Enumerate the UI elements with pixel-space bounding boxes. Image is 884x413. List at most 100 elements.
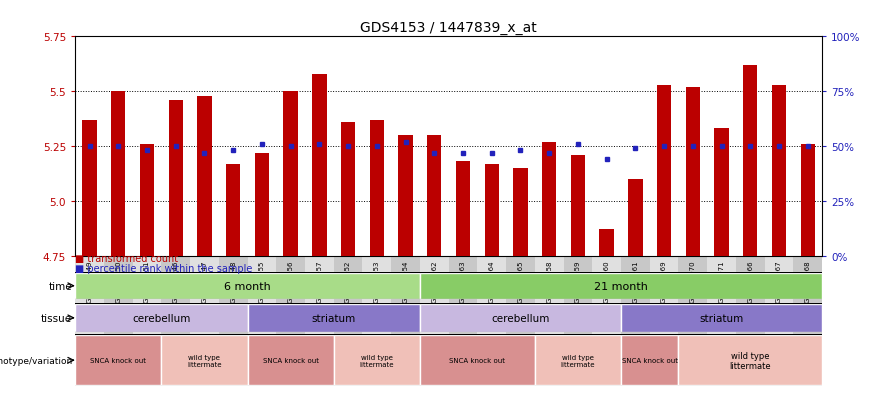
Text: ■ transformed count: ■ transformed count xyxy=(75,254,179,263)
Text: SNCA knock out: SNCA knock out xyxy=(263,357,318,363)
Bar xyxy=(312,74,326,256)
Text: GSM487060: GSM487060 xyxy=(604,260,610,303)
Bar xyxy=(133,256,161,339)
Text: GSM487064: GSM487064 xyxy=(489,260,495,303)
Bar xyxy=(190,256,219,339)
Bar xyxy=(535,335,621,385)
Bar xyxy=(420,256,449,339)
Bar xyxy=(305,256,334,339)
Bar xyxy=(219,256,248,339)
Text: GSM487046: GSM487046 xyxy=(172,260,179,303)
Text: GSM487052: GSM487052 xyxy=(345,260,351,302)
Text: tissue: tissue xyxy=(42,313,72,323)
Text: GSM487068: GSM487068 xyxy=(804,260,811,303)
Text: GSM487067: GSM487067 xyxy=(776,260,782,303)
Bar xyxy=(514,169,528,256)
Bar xyxy=(535,256,564,339)
Bar xyxy=(571,155,585,256)
Bar xyxy=(477,256,507,339)
Bar xyxy=(765,256,794,339)
Bar xyxy=(197,96,211,256)
Text: GDS4153 / 1447839_x_at: GDS4153 / 1447839_x_at xyxy=(361,21,537,35)
Text: cerebellum: cerebellum xyxy=(132,313,191,323)
Text: GSM487066: GSM487066 xyxy=(747,260,753,303)
Bar xyxy=(456,162,470,256)
Text: wild type
littermate: wild type littermate xyxy=(360,354,394,367)
Text: GSM487071: GSM487071 xyxy=(719,260,725,303)
Bar xyxy=(284,92,298,256)
Text: striatum: striatum xyxy=(699,313,743,323)
Text: GSM487049: GSM487049 xyxy=(87,260,93,303)
Bar xyxy=(334,335,420,385)
Bar xyxy=(801,145,815,256)
Text: GSM487048: GSM487048 xyxy=(230,260,236,303)
Bar xyxy=(599,230,613,256)
Bar xyxy=(772,85,786,256)
Bar xyxy=(162,256,190,339)
Text: wild type
littermate: wild type littermate xyxy=(729,351,771,370)
Bar xyxy=(248,304,420,332)
Bar xyxy=(82,120,96,256)
Text: wild type
littermate: wild type littermate xyxy=(560,354,595,367)
Text: GSM487050: GSM487050 xyxy=(115,260,121,303)
Bar xyxy=(449,256,477,339)
Bar xyxy=(255,153,269,256)
Text: GSM487058: GSM487058 xyxy=(546,260,552,303)
Text: GSM487065: GSM487065 xyxy=(517,260,523,303)
Bar xyxy=(484,164,499,256)
Text: GSM487069: GSM487069 xyxy=(661,260,667,303)
Bar xyxy=(370,120,384,256)
Text: wild type
littermate: wild type littermate xyxy=(187,354,222,367)
Bar xyxy=(736,256,765,339)
Text: GSM487063: GSM487063 xyxy=(460,260,466,303)
Bar xyxy=(111,92,126,256)
Bar xyxy=(707,256,736,339)
Text: GSM487051: GSM487051 xyxy=(144,260,150,303)
Text: time: time xyxy=(49,281,72,291)
Text: GSM487056: GSM487056 xyxy=(287,260,293,303)
Bar xyxy=(277,256,305,339)
Text: GSM487070: GSM487070 xyxy=(690,260,696,303)
Text: genotype/variation: genotype/variation xyxy=(0,356,72,365)
Text: SNCA knock out: SNCA knock out xyxy=(90,357,146,363)
Bar xyxy=(794,256,822,339)
Bar xyxy=(714,129,728,256)
Bar xyxy=(392,256,420,339)
Bar xyxy=(420,273,822,299)
Text: GSM487047: GSM487047 xyxy=(202,260,208,303)
Text: SNCA knock out: SNCA knock out xyxy=(621,357,678,363)
Bar xyxy=(399,136,413,256)
Bar xyxy=(75,304,248,332)
Bar xyxy=(564,256,592,339)
Text: GSM487061: GSM487061 xyxy=(632,260,638,303)
Text: cerebellum: cerebellum xyxy=(492,313,550,323)
Bar xyxy=(679,256,707,339)
Text: SNCA knock out: SNCA knock out xyxy=(449,357,506,363)
Bar xyxy=(743,66,758,256)
Bar xyxy=(75,335,161,385)
Bar xyxy=(657,85,671,256)
Text: GSM487057: GSM487057 xyxy=(316,260,323,303)
Text: GSM487055: GSM487055 xyxy=(259,260,265,302)
Bar xyxy=(248,335,334,385)
Bar xyxy=(334,256,362,339)
Bar xyxy=(162,335,248,385)
Text: GSM487062: GSM487062 xyxy=(431,260,438,303)
Bar xyxy=(679,335,822,385)
Bar xyxy=(427,136,441,256)
Bar xyxy=(341,123,355,256)
Bar xyxy=(75,256,104,339)
Text: striatum: striatum xyxy=(311,313,356,323)
Text: ■ percentile rank within the sample: ■ percentile rank within the sample xyxy=(75,263,253,273)
Bar xyxy=(75,273,420,299)
Bar xyxy=(592,256,621,339)
Bar xyxy=(686,88,700,256)
Bar xyxy=(140,145,154,256)
Bar xyxy=(621,335,679,385)
Bar xyxy=(248,256,277,339)
Text: 21 month: 21 month xyxy=(594,281,648,291)
Bar xyxy=(420,304,621,332)
Bar xyxy=(621,256,650,339)
Text: GSM487059: GSM487059 xyxy=(575,260,581,303)
Text: GSM487053: GSM487053 xyxy=(374,260,380,303)
